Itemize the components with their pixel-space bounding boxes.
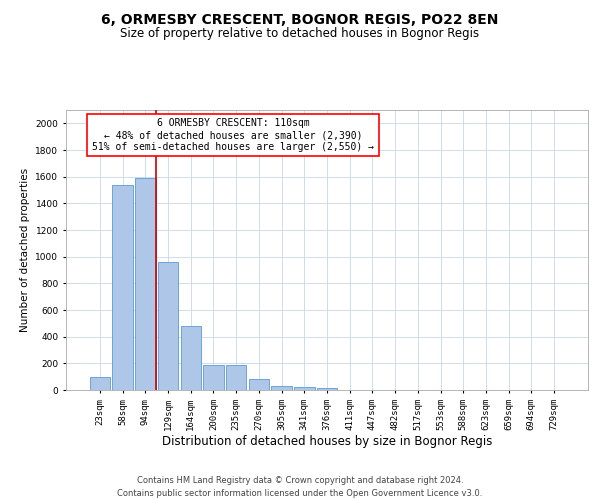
Bar [181, 326, 201, 390]
Bar [248, 380, 269, 390]
Bar [203, 364, 224, 390]
Bar [135, 178, 155, 390]
Text: Size of property relative to detached houses in Bognor Regis: Size of property relative to detached ho… [121, 28, 479, 40]
X-axis label: Distribution of detached houses by size in Bognor Regis: Distribution of detached houses by size … [162, 436, 492, 448]
Bar [112, 184, 133, 390]
Bar [294, 388, 314, 390]
Bar [90, 376, 110, 390]
Bar [158, 262, 178, 390]
Bar [226, 364, 247, 390]
Text: Contains HM Land Registry data © Crown copyright and database right 2024.
Contai: Contains HM Land Registry data © Crown c… [118, 476, 482, 498]
Y-axis label: Number of detached properties: Number of detached properties [20, 168, 30, 332]
Bar [271, 386, 292, 390]
Text: 6, ORMESBY CRESCENT, BOGNOR REGIS, PO22 8EN: 6, ORMESBY CRESCENT, BOGNOR REGIS, PO22 … [101, 12, 499, 26]
Text: 6 ORMESBY CRESCENT: 110sqm
← 48% of detached houses are smaller (2,390)
51% of s: 6 ORMESBY CRESCENT: 110sqm ← 48% of deta… [92, 118, 374, 152]
Bar [317, 388, 337, 390]
